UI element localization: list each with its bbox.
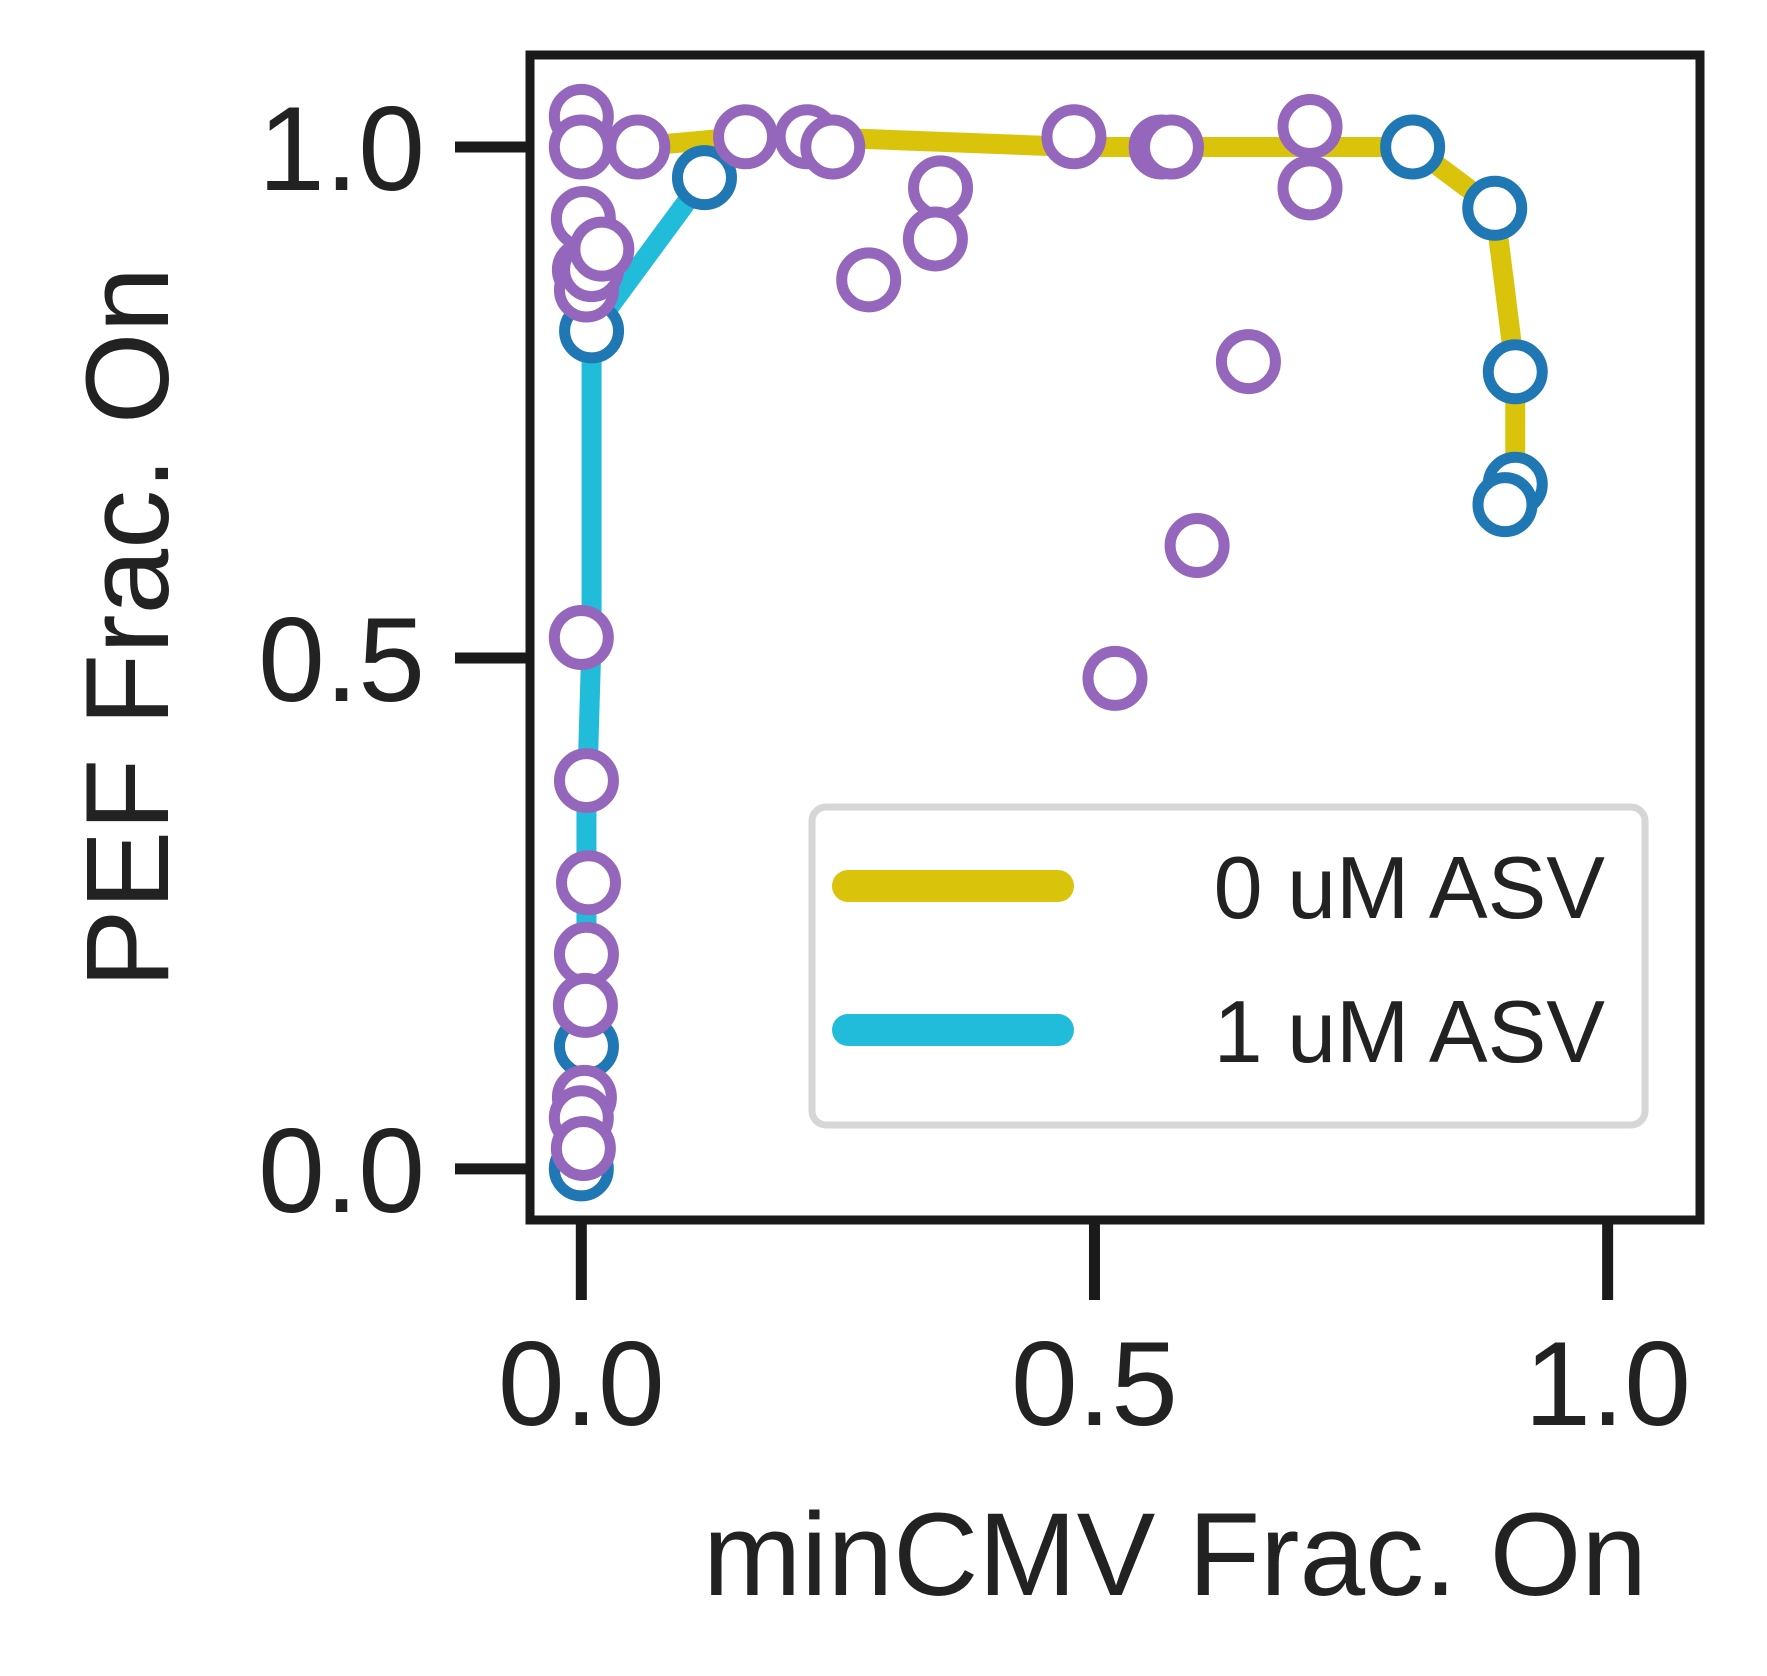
data-point-purple [553,748,619,814]
x-tick-label: 0.5 [1011,1317,1178,1451]
x-tick-label: 0.0 [498,1317,665,1451]
data-point-purple [569,216,635,282]
data-point-purple [550,1115,616,1181]
data-point-purple [556,850,621,916]
data-point-blue [1472,472,1538,538]
data-point-purple [605,114,671,180]
x-tick-label: 1.0 [1524,1317,1691,1451]
legend: 0 uM ASV 1 uM ASV [808,803,1649,1129]
y-tick-label: 1.0 [258,82,425,216]
data-point-blue [1380,114,1446,180]
data-point-purple [1138,114,1204,180]
y-tick-label: 0.5 [258,593,425,727]
data-point-purple [1215,329,1281,395]
plot-frame [525,50,1705,1225]
data-point-purple [908,155,974,221]
data-point-purple [1164,513,1230,579]
data-point-purple [713,104,779,170]
data-point-purple [836,247,902,313]
data-point-blue [1482,339,1548,405]
data-point-blue [671,145,737,211]
data-point-purple [548,605,614,670]
data-point-purple [552,972,618,1038]
data-point-blue [1462,175,1528,241]
data-point-purple [902,206,968,272]
axis-ticks: 0.0 0.5 1.0 0.0 0.5 1.0 [258,82,1691,1451]
purple-points [548,83,1343,1181]
data-point-purple [548,114,614,180]
y-axis-label: PEF Frac. On [62,267,194,988]
legend-label-1uM: 1 uM ASV [1214,982,1606,1081]
data-point-purple [1277,155,1343,221]
data-point-purple [800,114,866,180]
data-point-purple [1082,645,1148,711]
legend-label-0uM: 0 uM ASV [1214,838,1606,937]
data-point-purple [1041,104,1107,170]
y-tick-label: 0.0 [258,1104,425,1238]
data-point-purple [1277,94,1343,160]
x-axis-label: minCMV Frac. On [703,1489,1647,1621]
